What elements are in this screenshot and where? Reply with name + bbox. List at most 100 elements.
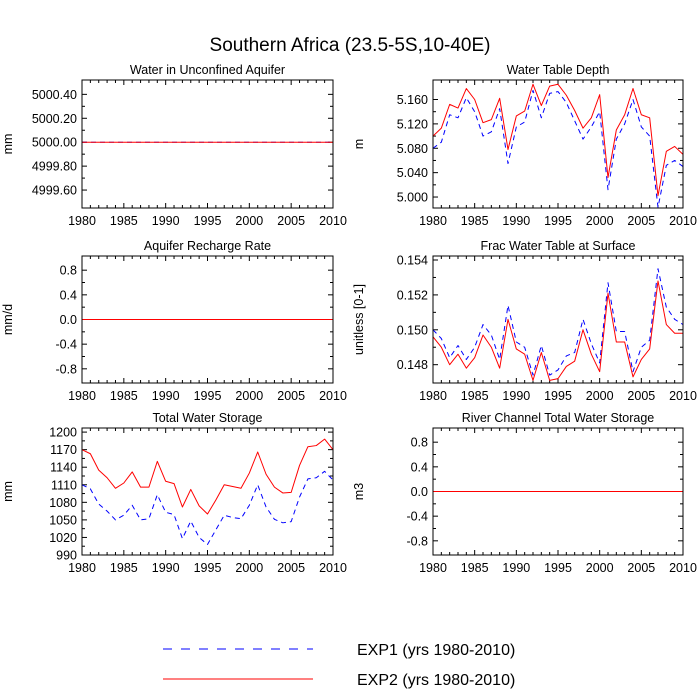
x-tick-label: 1980 [68, 561, 96, 575]
y-tick-label: 0.4 [411, 460, 428, 474]
x-tick-label: 2000 [586, 214, 614, 228]
legend: EXP1 (yrs 1980-2010) EXP2 (yrs 1980-2010… [163, 642, 515, 689]
panel-title: Total Water Storage [152, 411, 262, 425]
y-tick-label: 0.150 [397, 323, 428, 337]
y-tick-label: -0.8 [55, 362, 77, 376]
y-axis-label: m [352, 139, 366, 149]
y-tick-label: 5000.40 [32, 88, 77, 102]
x-tick-label: 1980 [419, 214, 447, 228]
plot-frame [81, 255, 334, 384]
figure-title: Southern Africa (23.5-5S,10-40E) [210, 35, 491, 56]
y-tick-label: 1110 [51, 478, 77, 492]
y-tick-label: 1050 [49, 513, 77, 527]
x-tick-label: 1985 [461, 561, 489, 575]
x-tick-label: 1995 [194, 214, 222, 228]
y-tick-label: 5000.20 [32, 112, 77, 126]
x-tick-label: 1995 [544, 389, 572, 403]
y-tick-label: 5.040 [397, 166, 428, 180]
y-tick-label: 1080 [49, 496, 77, 510]
y-tick-label: 5.080 [397, 142, 428, 156]
y-tick-label: 0.154 [397, 254, 428, 268]
y-axis-label: mm [1, 134, 15, 155]
y-tick-label: 4999.60 [32, 184, 77, 198]
panel-title: Water in Unconfined Aquifer [130, 63, 285, 77]
y-tick-label: 0.4 [60, 288, 77, 302]
x-tick-label: 2010 [669, 389, 697, 403]
plot-frame [432, 255, 684, 384]
plot-frame [81, 427, 334, 556]
chart-panel: Total Water Storage mm 1980 1985 1990 1995 200… [1, 411, 347, 575]
x-tick-label: 1990 [152, 214, 180, 228]
x-tick-label: 1995 [544, 561, 572, 575]
panel-title: Frac Water Table at Surface [481, 239, 636, 253]
y-tick-label: 0.148 [397, 358, 428, 372]
plot-frame [432, 427, 684, 556]
y-tick-label: 1170 [50, 443, 77, 457]
y-axis-label: mm/d [1, 304, 15, 335]
x-tick-label: 1990 [502, 389, 530, 403]
legend-label-exp1: EXP1 (yrs 1980-2010) [357, 642, 515, 659]
x-tick-label: 1985 [110, 214, 138, 228]
y-tick-label: 1200 [49, 426, 77, 440]
x-tick-label: 2005 [277, 214, 305, 228]
x-tick-label: 1990 [502, 561, 530, 575]
x-tick-label: 1995 [194, 561, 222, 575]
x-tick-label: 1990 [502, 214, 530, 228]
x-tick-label: 1990 [152, 389, 180, 403]
x-tick-label: 2000 [586, 389, 614, 403]
y-tick-label: -0.8 [406, 534, 428, 548]
y-tick-label: 0.8 [411, 436, 428, 450]
y-tick-label: 5.160 [397, 93, 428, 107]
x-tick-label: 1980 [419, 561, 447, 575]
x-tick-label: 2000 [235, 214, 263, 228]
x-tick-label: 2010 [669, 214, 697, 228]
x-tick-label: 1980 [68, 389, 96, 403]
plot-frame [81, 79, 334, 209]
x-tick-label: 2010 [319, 561, 347, 575]
x-tick-label: 2005 [627, 389, 655, 403]
panels: Water in Unconfined Aquifer mm 1980 1985 199… [1, 63, 697, 575]
y-tick-label: -0.4 [55, 338, 77, 352]
y-tick-label: -0.4 [406, 510, 428, 524]
y-tick-label: 990 [56, 549, 77, 563]
y-axis-label: m3 [352, 483, 366, 500]
series-line-exp2 [432, 280, 683, 381]
x-tick-label: 2005 [627, 214, 655, 228]
chart-panel: Water Table Depth m 1980 1985 1990 1995 2000 20… [352, 63, 697, 228]
y-tick-label: 5000.00 [32, 136, 77, 150]
x-tick-label: 2000 [235, 389, 263, 403]
x-tick-label: 1995 [544, 214, 572, 228]
legend-label-exp2: EXP2 (yrs 1980-2010) [357, 672, 515, 689]
x-tick-label: 2000 [586, 561, 614, 575]
chart-panel: Aquifer Recharge Rate mm/d 1980 1985 1990 199… [1, 239, 347, 403]
series-line-exp1 [432, 268, 684, 376]
x-tick-label: 1980 [419, 389, 447, 403]
y-tick-label: 0.152 [397, 288, 428, 302]
x-tick-label: 2005 [277, 561, 305, 575]
x-tick-label: 2005 [277, 389, 305, 403]
chart-panel: Frac Water Table at Surface unitless [0-1… [352, 239, 697, 403]
y-tick-label: 0.8 [60, 264, 77, 278]
x-tick-label: 1985 [110, 561, 138, 575]
x-tick-label: 2010 [669, 561, 697, 575]
x-tick-label: 1990 [152, 561, 180, 575]
y-axis-label: unitless [0-1] [352, 284, 366, 355]
series-line-exp1 [432, 89, 684, 208]
chart-panel: River Channel Total Water Storage m3 1980 1… [352, 411, 697, 575]
panel-title: Water Table Depth [507, 63, 610, 77]
x-tick-label: 1980 [68, 214, 96, 228]
x-tick-label: 1985 [461, 389, 489, 403]
y-tick-label: 0.0 [411, 485, 428, 499]
x-tick-label: 2010 [319, 389, 347, 403]
y-tick-label: 4999.80 [32, 160, 77, 174]
x-tick-label: 1995 [194, 389, 222, 403]
series-line-exp1 [81, 470, 334, 545]
x-tick-label: 1985 [110, 389, 138, 403]
x-tick-label: 2005 [627, 561, 655, 575]
y-tick-label: 5.120 [397, 117, 428, 131]
chart-panel: Water in Unconfined Aquifer mm 1980 1985 199… [1, 63, 347, 228]
plot-frame [432, 79, 684, 209]
x-tick-label: 2010 [319, 214, 347, 228]
x-tick-label: 2000 [235, 561, 263, 575]
